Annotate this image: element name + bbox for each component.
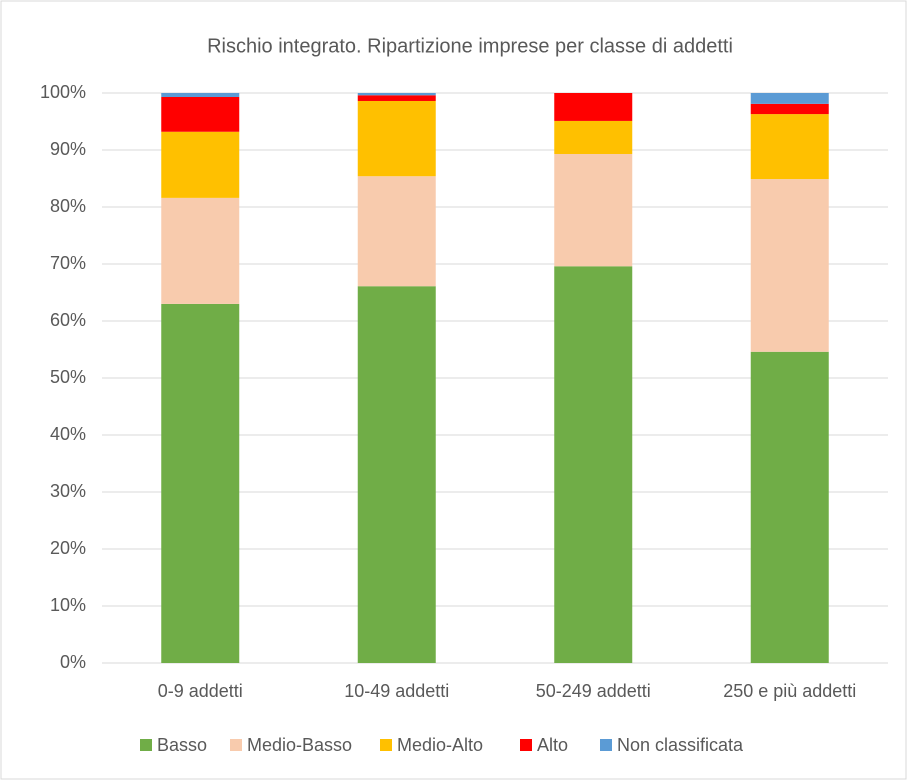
x-tick-label: 0-9 addetti	[158, 681, 243, 701]
y-tick-label: 90%	[50, 139, 86, 159]
bar-segment	[357, 100, 436, 177]
y-tick-label: 30%	[50, 481, 86, 501]
bar-segment	[161, 197, 240, 304]
y-tick-label: 100%	[40, 82, 86, 102]
bar-segment	[554, 266, 633, 663]
bar-segment	[357, 176, 436, 287]
y-tick-label: 60%	[50, 310, 86, 330]
bar-segment	[161, 93, 240, 97]
bar-segment	[554, 93, 633, 121]
bar-segment	[357, 286, 436, 663]
bar-segment	[750, 179, 829, 352]
legend-swatch	[600, 739, 612, 751]
legend-label: Medio-Basso	[247, 735, 352, 755]
legend-label: Alto	[537, 735, 568, 755]
legend-swatch	[380, 739, 392, 751]
x-tick-label: 250 e più addetti	[723, 681, 856, 701]
bar-segment	[554, 153, 633, 267]
bar-segment	[357, 95, 436, 101]
legend-swatch	[140, 739, 152, 751]
chart-title: Rischio integrato. Ripartizione imprese …	[207, 35, 733, 57]
bar-segment	[554, 120, 633, 154]
bar-segment	[161, 303, 240, 663]
y-tick-label: 10%	[50, 595, 86, 615]
legend-swatch	[520, 739, 532, 751]
bar-segment	[750, 351, 829, 663]
y-tick-label: 70%	[50, 253, 86, 273]
y-tick-label: 50%	[50, 367, 86, 387]
y-tick-label: 80%	[50, 196, 86, 216]
bar-segment	[161, 96, 240, 132]
bar-segment	[750, 93, 829, 104]
bar-segment	[357, 93, 436, 96]
y-tick-label: 20%	[50, 538, 86, 558]
legend-label: Medio-Alto	[397, 735, 483, 755]
y-tick-label: 40%	[50, 424, 86, 444]
bar-segment	[750, 103, 829, 115]
x-tick-label: 10-49 addetti	[344, 681, 449, 701]
bar-segment	[750, 114, 829, 180]
bar-segment	[161, 131, 240, 198]
x-tick-label: 50-249 addetti	[536, 681, 651, 701]
legend-label: Basso	[157, 735, 207, 755]
y-tick-label: 0%	[60, 652, 86, 672]
legend-label: Non classificata	[617, 735, 744, 755]
legend-swatch	[230, 739, 242, 751]
